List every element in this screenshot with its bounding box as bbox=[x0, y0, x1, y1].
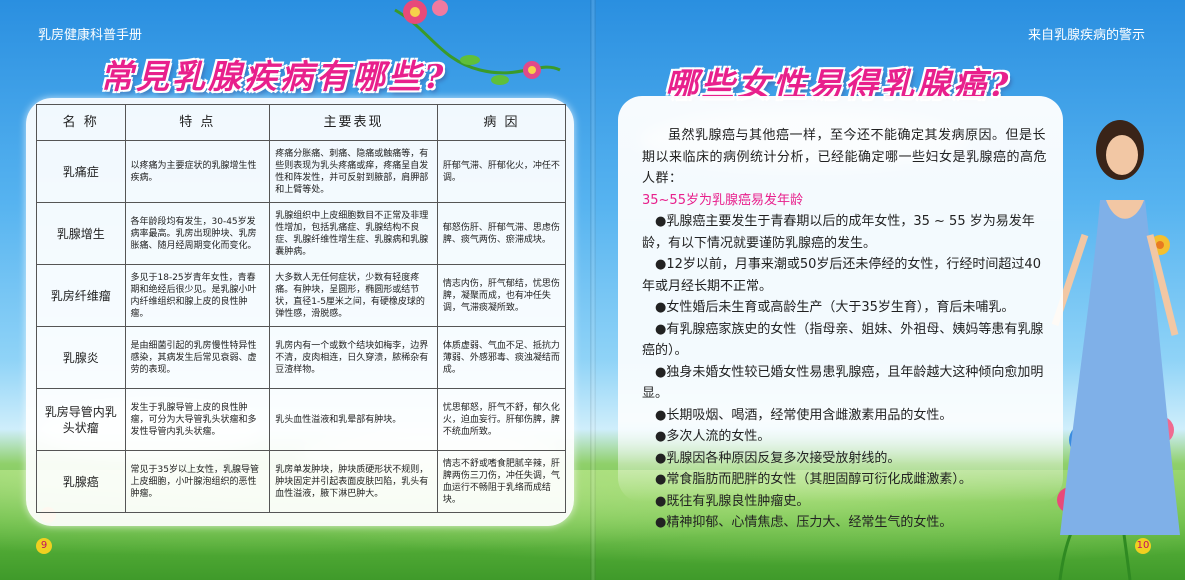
article-subtitle: 35~55岁为乳腺癌易发年龄 bbox=[642, 192, 803, 208]
disease-symptom: 乳房内有一个或数个结块如梅李，边界不清，皮肉相连，日久穿溃，脓稀杂有豆渣样物。 bbox=[269, 326, 438, 389]
page-number-right: 10 bbox=[1135, 538, 1151, 554]
risk-bullet: ●独身未婚女性较已婚女性易患乳腺癌，且年龄越大这种倾向愈加明显。 bbox=[642, 364, 1044, 402]
table-row: 乳房导管内乳头状瘤 发生于乳腺导管上皮的良性肿瘤，可分为大导管乳头状瘤和多发性导… bbox=[36, 388, 567, 451]
risk-bullet: ●长期吸烟、喝酒，经常使用含雌激素用品的女性。 bbox=[655, 407, 953, 423]
risk-bullet: ●常食脂肪而肥胖的女性（其胆固醇可衍化成雌激素）。 bbox=[655, 472, 972, 487]
table-row: 乳腺炎 是由细菌引起的乳房慢性特异性感染，其病发生后常见衰弱、虚劳的表现。 乳房… bbox=[36, 326, 567, 389]
disease-name: 乳腺增生 bbox=[36, 202, 126, 265]
risk-bullet: ●乳腺癌主要发生于青春期以后的成年女性，35 ~ 55 岁为易发年龄，有以下情况… bbox=[642, 214, 1035, 251]
risk-bullet: ●12岁以前，月事来潮或50岁后还未停经的女性，行经时间超过40年或月经长期不正… bbox=[642, 257, 1041, 294]
running-header-left: 乳房健康科普手册 bbox=[38, 28, 143, 43]
risk-bullet: ●乳腺因各种原因反复多次接受放射线的。 bbox=[655, 450, 901, 466]
column-header-feature: 特 点 bbox=[124, 104, 271, 141]
article-panel bbox=[618, 96, 1063, 502]
disease-feature: 以疼痛为主要症状的乳腺增生性疾病。 bbox=[124, 140, 271, 203]
disease-name: 乳痛症 bbox=[36, 140, 126, 203]
disease-cause: 情志不舒或嗜食肥腻辛辣，肝脾两伤三刀伤，冲任失调，气血运行不畅阻于乳络而成结块。 bbox=[436, 450, 567, 513]
disease-symptom: 大多数人无任何症状，少数有轻度疼痛。有肿块，呈圆形，椭圆形或结节状，直径1-5厘… bbox=[269, 264, 438, 327]
risk-bullet: ●既往有乳腺良性肿瘤史。 bbox=[655, 493, 810, 509]
article-intro: 虽然乳腺癌与其他癌一样，至今还不能确定其发病原因。但是长期以来临床的病例统计分析… bbox=[642, 128, 1048, 186]
page-title-left: 常見乳腺疾病有哪些? bbox=[100, 57, 447, 96]
running-header-right: 来自乳腺疾病的警示 bbox=[1027, 28, 1145, 43]
table-row: 乳房纤维瘤 多见于18-25岁青年女性，青春期和绝经后很少见。是乳腺小叶内纤维组… bbox=[36, 264, 567, 327]
disease-feature: 常见于35岁以上女性，乳腺导管上皮细胞，小叶腺泡组织的恶性肿瘤。 bbox=[124, 450, 271, 513]
risk-bullet: ●多次人流的女性。 bbox=[655, 429, 771, 444]
disease-symptom: 乳头血性溢液和乳晕部有肿块。 bbox=[269, 388, 438, 451]
column-header-symptom: 主要表现 bbox=[269, 104, 438, 141]
page-number-left: 9 bbox=[36, 538, 52, 554]
disease-symptom: 乳腺组织中上皮细胞数目不正常及非理性增加，包括乳痛症、乳腺结构不良症、乳腺纤维性… bbox=[269, 202, 438, 265]
table-row: 乳痛症 以疼痛为主要症状的乳腺增生性疾病。 疼痛分胀痛、刺痛、隐痛或触痛等，有些… bbox=[36, 140, 567, 203]
disease-feature: 各年龄段均有发生，30-45岁发病率最高。乳房出现肿块、乳房胀痛、随月经周期变化… bbox=[124, 202, 271, 265]
column-header-name: 名 称 bbox=[36, 104, 126, 141]
disease-name: 乳腺炎 bbox=[36, 326, 126, 389]
disease-cause: 肝郁气滞、肝郁化火，冲任不调。 bbox=[436, 140, 567, 203]
risk-bullet: ●有乳腺癌家族史的女性（指母亲、姐妹、外祖母、姨妈等患有乳腺癌的）。 bbox=[642, 321, 1044, 359]
risk-bullet: ●精神抑郁、心情焦虑、压力大、经常生气的女性。 bbox=[655, 515, 953, 530]
disease-feature: 多见于18-25岁青年女性，青春期和绝经后很少见。是乳腺小叶内纤维组织和腺上皮的… bbox=[124, 264, 271, 327]
column-header-cause: 病 因 bbox=[436, 104, 567, 141]
disease-cause: 情志内伤，肝气郁结，忧思伤脾，凝聚而成，也有冲任失调，气滞痰凝所致。 bbox=[436, 264, 567, 327]
table-row: 乳腺癌 常见于35岁以上女性，乳腺导管上皮细胞，小叶腺泡组织的恶性肿瘤。 乳房单… bbox=[36, 450, 567, 513]
risk-bullet: ●女性婚后未生育或高龄生产（大于35岁生育），育后未哺乳。 bbox=[655, 300, 1015, 315]
disease-name: 乳房导管内乳头状瘤 bbox=[36, 388, 126, 451]
table-row: 乳腺增生 各年龄段均有发生，30-45岁发病率最高。乳房出现肿块、乳房胀痛、随月… bbox=[36, 202, 567, 265]
disease-cause: 忧思郁怒，肝气不舒，郁久化火，迫血妄行。肝郁伤脾，脾不统血所致。 bbox=[436, 388, 567, 451]
disease-cause: 郁怒伤肝、肝郁气滞、思虑伤脾、痰气两伤、瘀滞成块。 bbox=[436, 202, 567, 265]
article-body: 虽然乳腺癌与其他癌一样，至今还不能确定其发病原因。但是长期以来临床的病例统计分析… bbox=[642, 125, 1052, 534]
disease-table: 名 称 特 点 主要表现 病 因 乳痛症 以疼痛为主要症状的乳腺增生性疾病。 疼… bbox=[36, 104, 567, 513]
disease-feature: 发生于乳腺导管上皮的良性肿瘤，可分为大导管乳头状瘤和多发性导管内乳头状瘤。 bbox=[124, 388, 271, 451]
disease-symptom: 乳房单发肿块，肿块质硬形状不规则，肿块固定并引起表面皮肤凹陷，乳头有血性溢液，腋… bbox=[269, 450, 438, 513]
disease-cause: 体质虚弱、气血不足、抵抗力薄弱、外感邪毒、痰浊凝结而成。 bbox=[436, 326, 567, 389]
disease-symptom: 疼痛分胀痛、刺痛、隐痛或触痛等，有些则表现为乳头疼痛或痒，疼痛呈自发性和阵发性，… bbox=[269, 140, 438, 203]
disease-feature: 是由细菌引起的乳房慢性特异性感染，其病发生后常见衰弱、虚劳的表现。 bbox=[124, 326, 271, 389]
disease-name: 乳房纤维瘤 bbox=[36, 264, 126, 327]
page-gutter bbox=[590, 0, 596, 580]
woman-illustration bbox=[1051, 120, 1180, 535]
disease-name: 乳腺癌 bbox=[36, 450, 126, 513]
table-header-row: 名 称 特 点 主要表现 病 因 bbox=[36, 104, 567, 141]
